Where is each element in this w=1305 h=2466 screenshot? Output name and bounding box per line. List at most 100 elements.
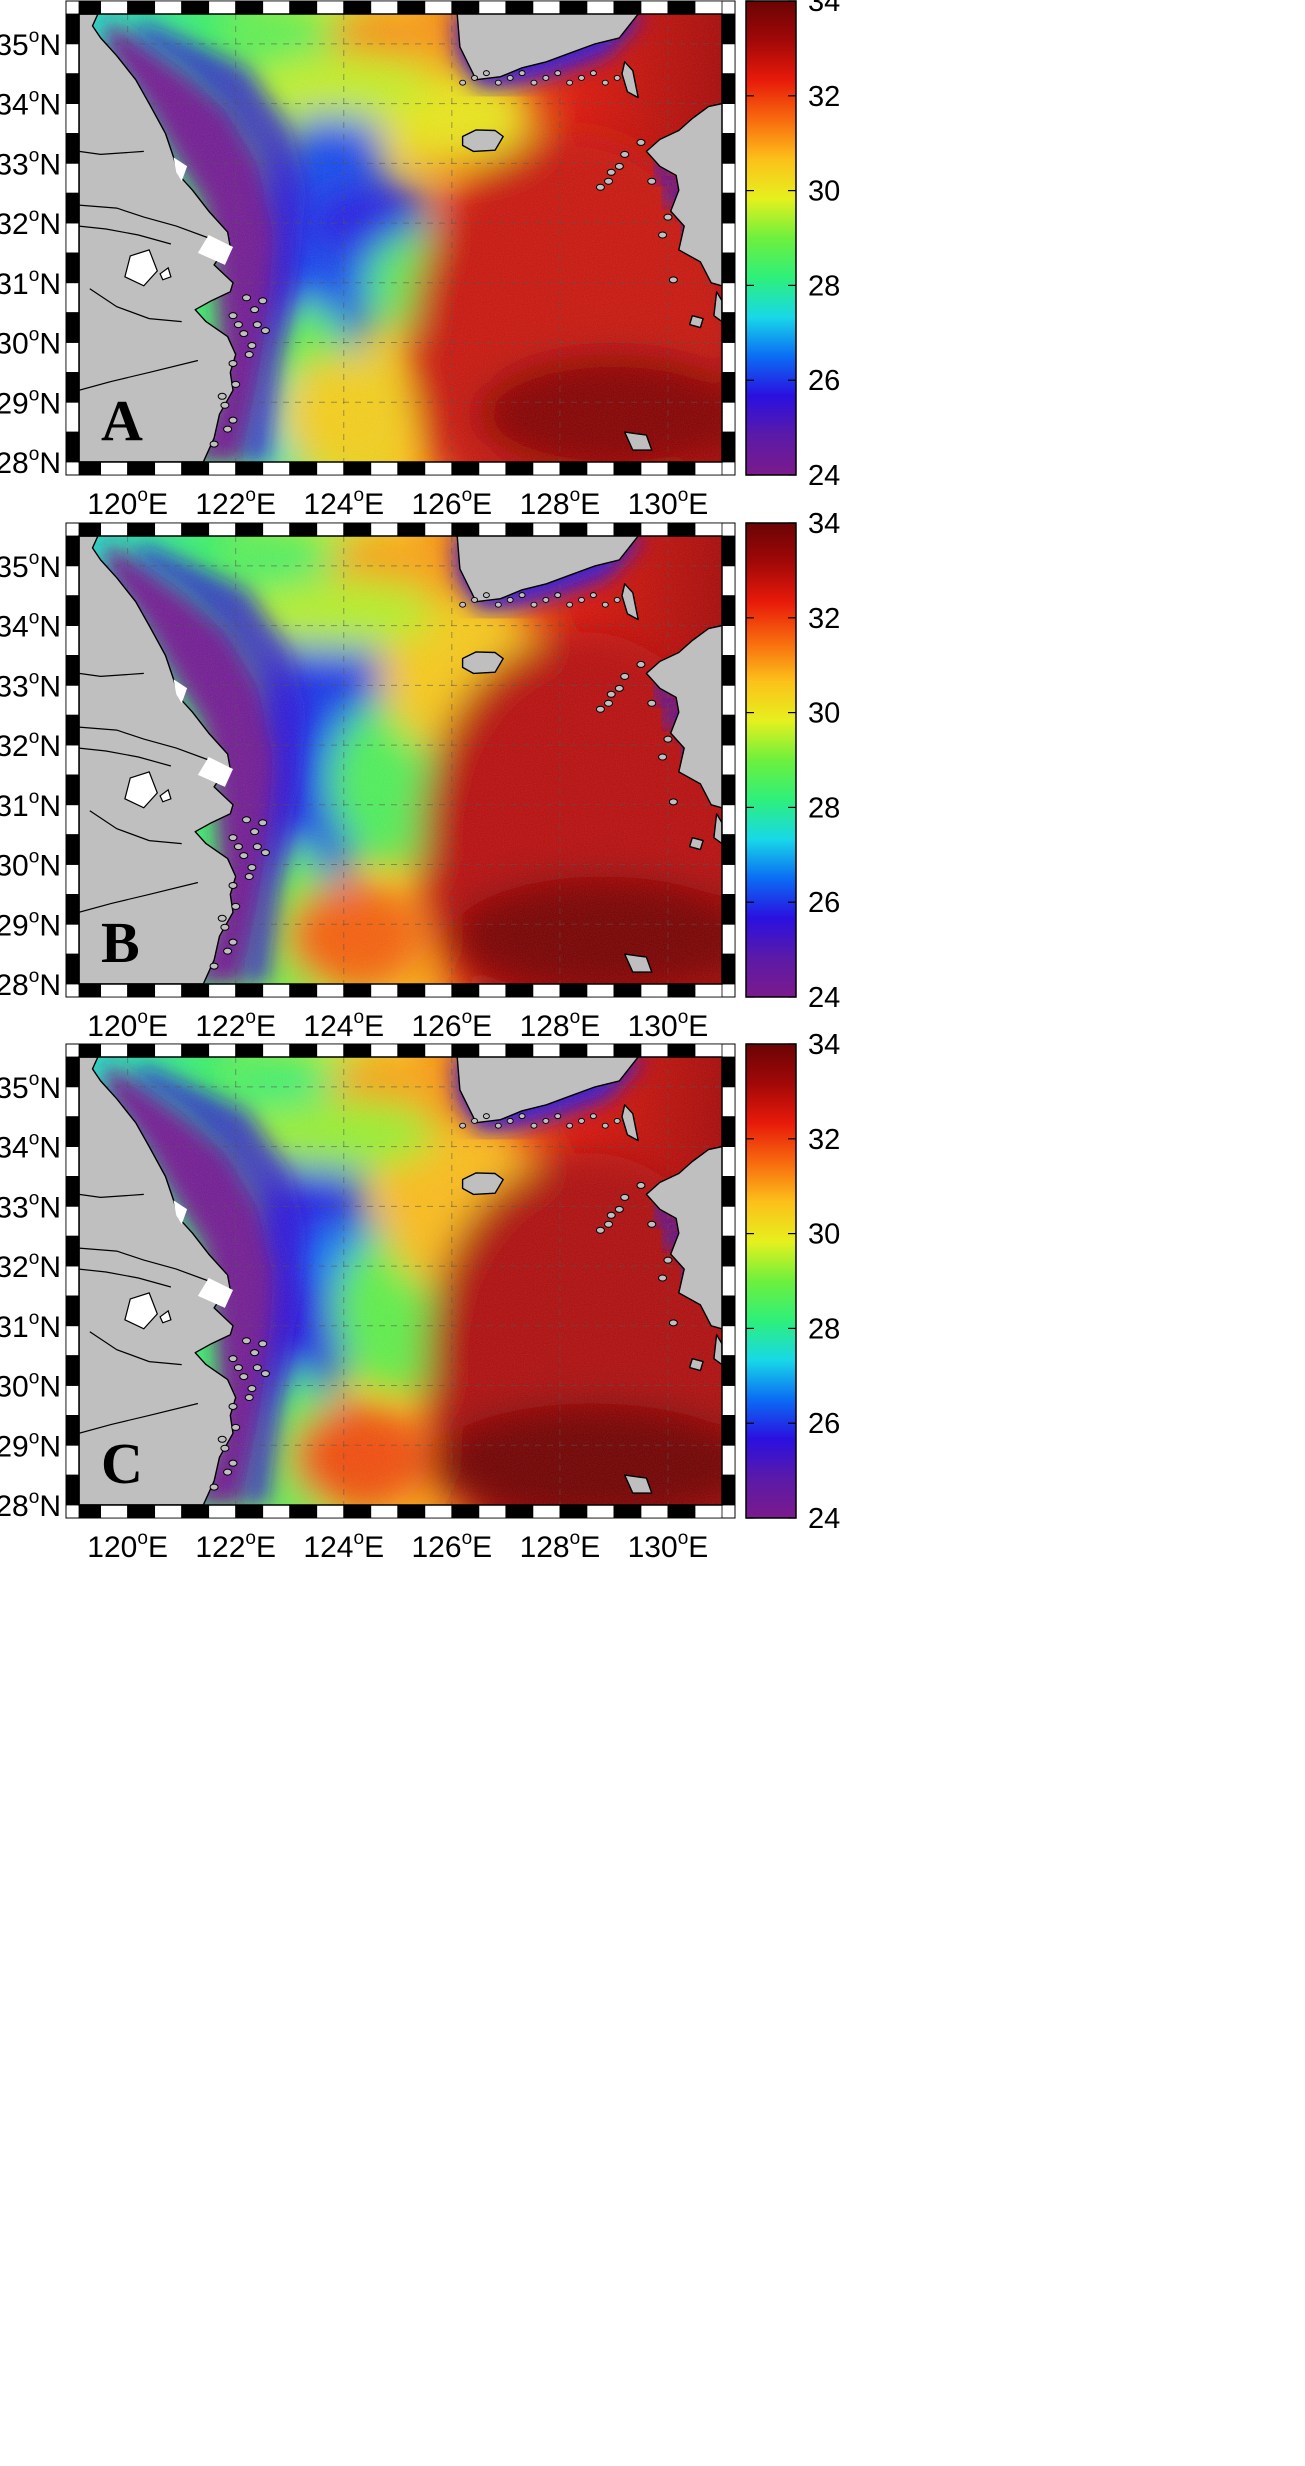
small-island [231,902,241,910]
small-island [668,276,678,284]
small-island [258,819,268,827]
salinity-field [79,1057,722,1505]
small-island [530,1122,538,1129]
small-island [658,1274,668,1282]
lon-tick-label: 128oE [520,1528,601,1564]
small-island [668,1319,678,1327]
river [89,288,182,323]
small-island [518,70,526,77]
small-island [589,1113,597,1120]
turbid-area [173,1200,188,1225]
lon-tick-label: 130oE [628,1528,709,1564]
small-island [244,350,254,358]
river [79,672,144,678]
small-island [554,70,562,77]
small-island [228,416,238,424]
small-island [589,592,597,599]
small-island [595,183,605,191]
small-island [258,1340,268,1348]
small-island [647,699,657,707]
small-island [506,1117,514,1124]
small-island [518,592,526,599]
lat-tick-label: 34oN [0,1129,61,1165]
kyushu-coast [645,102,722,287]
small-island [260,327,270,335]
jeju-island [461,129,504,153]
colorbar-tick-label: 34 [808,508,840,540]
lon-tick-label: 122oE [195,1007,276,1043]
lat-tick-label: 28oN [0,444,61,480]
small-island [620,672,630,680]
small-island [482,592,490,599]
small-island [494,79,502,86]
small-island [233,321,243,329]
small-island [663,735,673,743]
river [79,204,209,239]
small-island [613,596,621,603]
small-island [209,440,219,448]
river [79,225,172,245]
turbid-area [197,1278,233,1308]
small-island [231,380,241,388]
colorbar-tick-label: 24 [808,460,840,492]
small-island [542,596,550,603]
small-island [647,177,657,185]
small-island [247,864,257,872]
island [624,431,653,451]
small-island [217,392,227,400]
small-island [220,923,230,931]
lat-tick-label: 34oN [0,608,61,644]
river [79,1247,209,1282]
lat-tick-label: 35oN [0,26,61,62]
jeju-island [461,651,504,675]
small-island [620,150,630,158]
lat-tick-label: 33oN [0,145,61,181]
lon-tick-label: 128oE [520,1007,601,1043]
colorbar-tick-label: 24 [808,982,840,1014]
colorbar-tick-label: 28 [808,792,840,824]
small-island [471,74,478,81]
salinity-field [79,14,722,462]
lon-tick-label: 126oE [412,485,493,521]
river [89,810,182,845]
island [621,61,639,99]
small-island [228,1459,238,1467]
lat-tick-label: 28oN [0,1487,61,1523]
small-island [578,596,585,603]
small-island [542,1117,550,1124]
kyushu-coast [645,1145,722,1330]
small-island [636,660,646,668]
colorbar: 34 32 30 28 26 24 [745,1029,840,1535]
small-island [244,872,254,880]
island [688,1358,704,1372]
small-island [506,596,514,603]
small-island [647,1220,657,1228]
small-island [614,162,624,170]
small-island [604,177,614,185]
colorbar: 34 32 30 28 26 24 [745,0,840,492]
land-masses [79,536,722,984]
small-island [663,1256,673,1264]
small-island [506,74,514,81]
lake [159,1309,172,1324]
small-island [614,684,624,692]
lat-tick-label: 28oN [0,966,61,1002]
small-island [636,1181,646,1189]
turbid-area [173,679,188,704]
small-island [252,321,262,329]
small-island [604,1220,614,1228]
small-island [578,1117,585,1124]
island [621,1104,639,1142]
colorbar-tick-label: 26 [808,365,840,397]
small-island [247,342,257,350]
small-island [566,1122,574,1129]
small-island [606,690,616,698]
colorbar-tick-label: 34 [808,1029,840,1061]
island [621,583,639,621]
small-island [217,1435,227,1443]
lon-tick-label: 128oE [520,485,601,521]
map-frame [65,0,736,476]
lon-tick-label: 124oE [303,1007,384,1043]
small-island [239,1373,249,1381]
colorbar-tick-label: 28 [808,270,840,302]
